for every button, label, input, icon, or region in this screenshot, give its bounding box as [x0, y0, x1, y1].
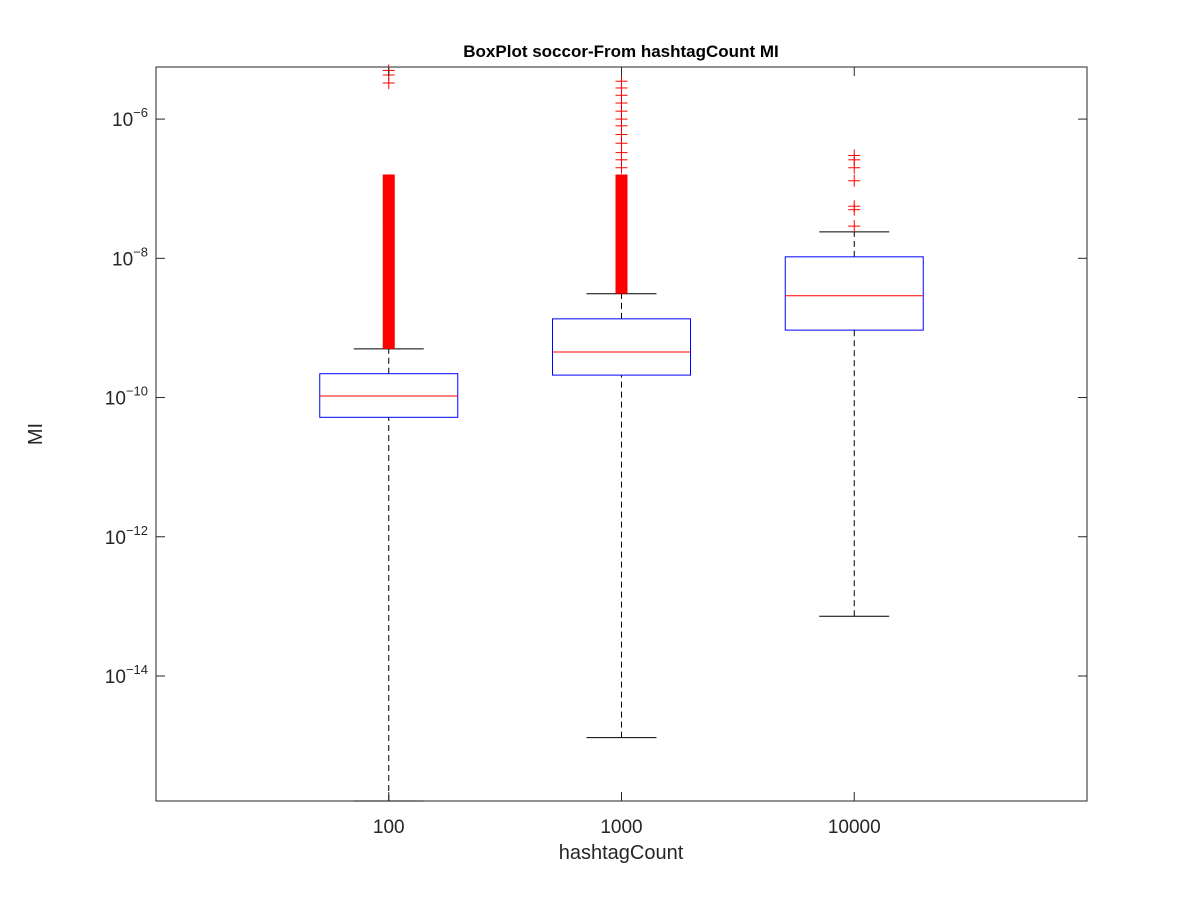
- x-tick-label: 1000: [600, 817, 642, 838]
- box: [784, 256, 924, 331]
- box: [552, 318, 691, 376]
- y-tick-label: 10−8: [112, 244, 148, 270]
- y-tick-label: 10−10: [105, 384, 148, 410]
- outlier-marker: [848, 200, 861, 213]
- box-group-100: [319, 64, 459, 802]
- outlier-marker: [615, 75, 628, 88]
- chart-title: BoxPlot soccor-From hashtagCount MI: [463, 42, 778, 61]
- outlier-marker: [848, 220, 861, 233]
- x-tick-label: 10000: [828, 817, 881, 838]
- y-axis-label: MI: [25, 423, 47, 445]
- outlier-marker: [382, 198, 395, 211]
- outlier-marker: [848, 149, 861, 162]
- outlier-marker: [848, 174, 861, 187]
- x-tick-label: 100: [373, 817, 405, 838]
- x-axis-label: hashtagCount: [559, 842, 684, 864]
- outlier-band: [615, 174, 628, 294]
- box-group-1000: [552, 75, 691, 739]
- y-tick-label: 10−14: [105, 662, 148, 688]
- box: [319, 373, 459, 418]
- outlier-marker: [382, 210, 395, 223]
- y-tick-label: 10−12: [105, 523, 148, 549]
- outlier-band: [382, 174, 395, 349]
- y-tick-label: 10−6: [112, 105, 148, 131]
- box-group-10000: [784, 149, 924, 617]
